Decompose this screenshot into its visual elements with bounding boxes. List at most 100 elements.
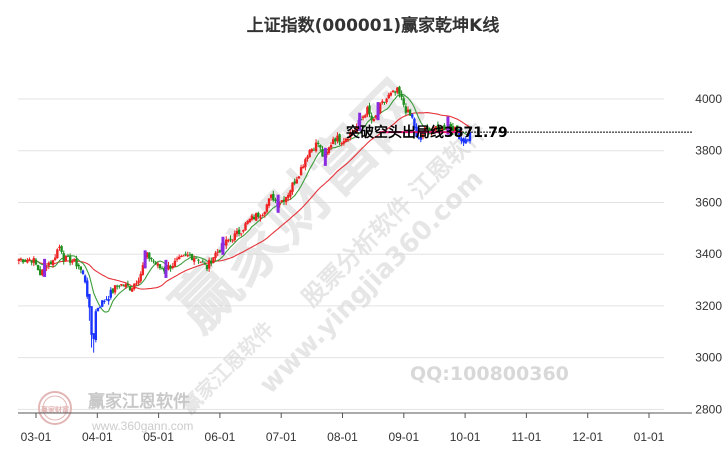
candle [378, 102, 382, 114]
candle [297, 175, 301, 179]
candle-body [370, 115, 373, 121]
candle [417, 135, 420, 140]
candle [252, 214, 256, 220]
candle [368, 102, 371, 118]
candle [163, 266, 166, 274]
candle-body [344, 138, 348, 142]
candle [47, 261, 50, 270]
candle-body [154, 262, 157, 264]
candle-body [56, 249, 59, 259]
candle [188, 252, 192, 257]
candle-body [182, 255, 185, 257]
candle-body [366, 107, 369, 116]
signal-bar [358, 112, 362, 131]
candle-body [319, 144, 322, 148]
candle [304, 157, 307, 171]
signal-bar [446, 116, 450, 135]
candle-body [269, 194, 273, 198]
candle-body [310, 148, 313, 152]
x-tick-label: 04-01 [82, 430, 113, 444]
candle-body [24, 260, 27, 262]
candle-body [98, 307, 102, 309]
candle [21, 258, 25, 264]
candle [60, 245, 63, 254]
candle-body [173, 260, 177, 267]
candle [334, 137, 337, 145]
candle [17, 258, 21, 265]
candle [398, 85, 401, 98]
candle-body [364, 115, 367, 118]
candle-body [304, 159, 307, 168]
candle-body [355, 126, 358, 133]
moving-average-lines [18, 93, 471, 313]
candle [411, 113, 414, 119]
candle-body [261, 214, 264, 216]
candle [460, 136, 463, 144]
candle-body [192, 258, 196, 262]
signal-bar [323, 147, 327, 166]
candle-body [62, 253, 65, 262]
candle-body [398, 86, 401, 94]
candle-body [229, 238, 232, 240]
candle-body [413, 118, 416, 129]
candle-body [186, 255, 189, 257]
candle [111, 288, 115, 294]
candle-body [118, 285, 121, 287]
y-tick-label: 3400 [695, 247, 722, 261]
candle [154, 260, 157, 265]
candle [240, 233, 243, 237]
candle-body [408, 109, 412, 116]
candle [423, 126, 427, 135]
candle [246, 220, 249, 225]
candle-body [49, 261, 53, 265]
candle [321, 146, 324, 157]
candle-body [272, 193, 275, 201]
candle [299, 164, 303, 176]
candle [79, 266, 83, 274]
candle-body [139, 273, 142, 282]
candle-body [462, 138, 465, 143]
candle-body [207, 260, 211, 269]
candle-body [340, 143, 343, 145]
candle-body [455, 125, 459, 134]
candle-body [199, 261, 202, 263]
candle-body [284, 197, 288, 203]
candle [295, 176, 299, 184]
candle-body [227, 240, 230, 242]
candle-body [327, 147, 331, 153]
signal-bar [221, 236, 225, 255]
candle-body [101, 300, 104, 307]
candle-body [464, 139, 467, 144]
ma-long-line [18, 112, 471, 290]
candle [434, 125, 437, 131]
candle-body [233, 233, 236, 241]
candle-body [451, 126, 455, 133]
candle [103, 299, 106, 304]
x-tick-label: 06-01 [205, 430, 236, 444]
candle [314, 139, 318, 153]
candle [201, 259, 204, 263]
candle [58, 244, 61, 251]
candle-body [372, 118, 375, 122]
candle-body [178, 256, 181, 260]
candle-body [75, 259, 78, 267]
candle-body [329, 145, 333, 148]
candle [118, 285, 121, 289]
candle-body [88, 293, 91, 308]
candle-body [109, 289, 112, 298]
candle [32, 256, 36, 267]
candle [449, 121, 452, 131]
candle-body [297, 176, 301, 179]
candle-body [137, 280, 140, 284]
candle [19, 257, 23, 263]
candle-body [393, 91, 397, 93]
candle-body [58, 246, 61, 248]
candle [400, 90, 403, 101]
candle [327, 146, 331, 155]
candle [263, 211, 266, 218]
candle [346, 136, 350, 142]
candle [287, 192, 290, 202]
candle [150, 257, 153, 262]
candle [428, 127, 431, 135]
